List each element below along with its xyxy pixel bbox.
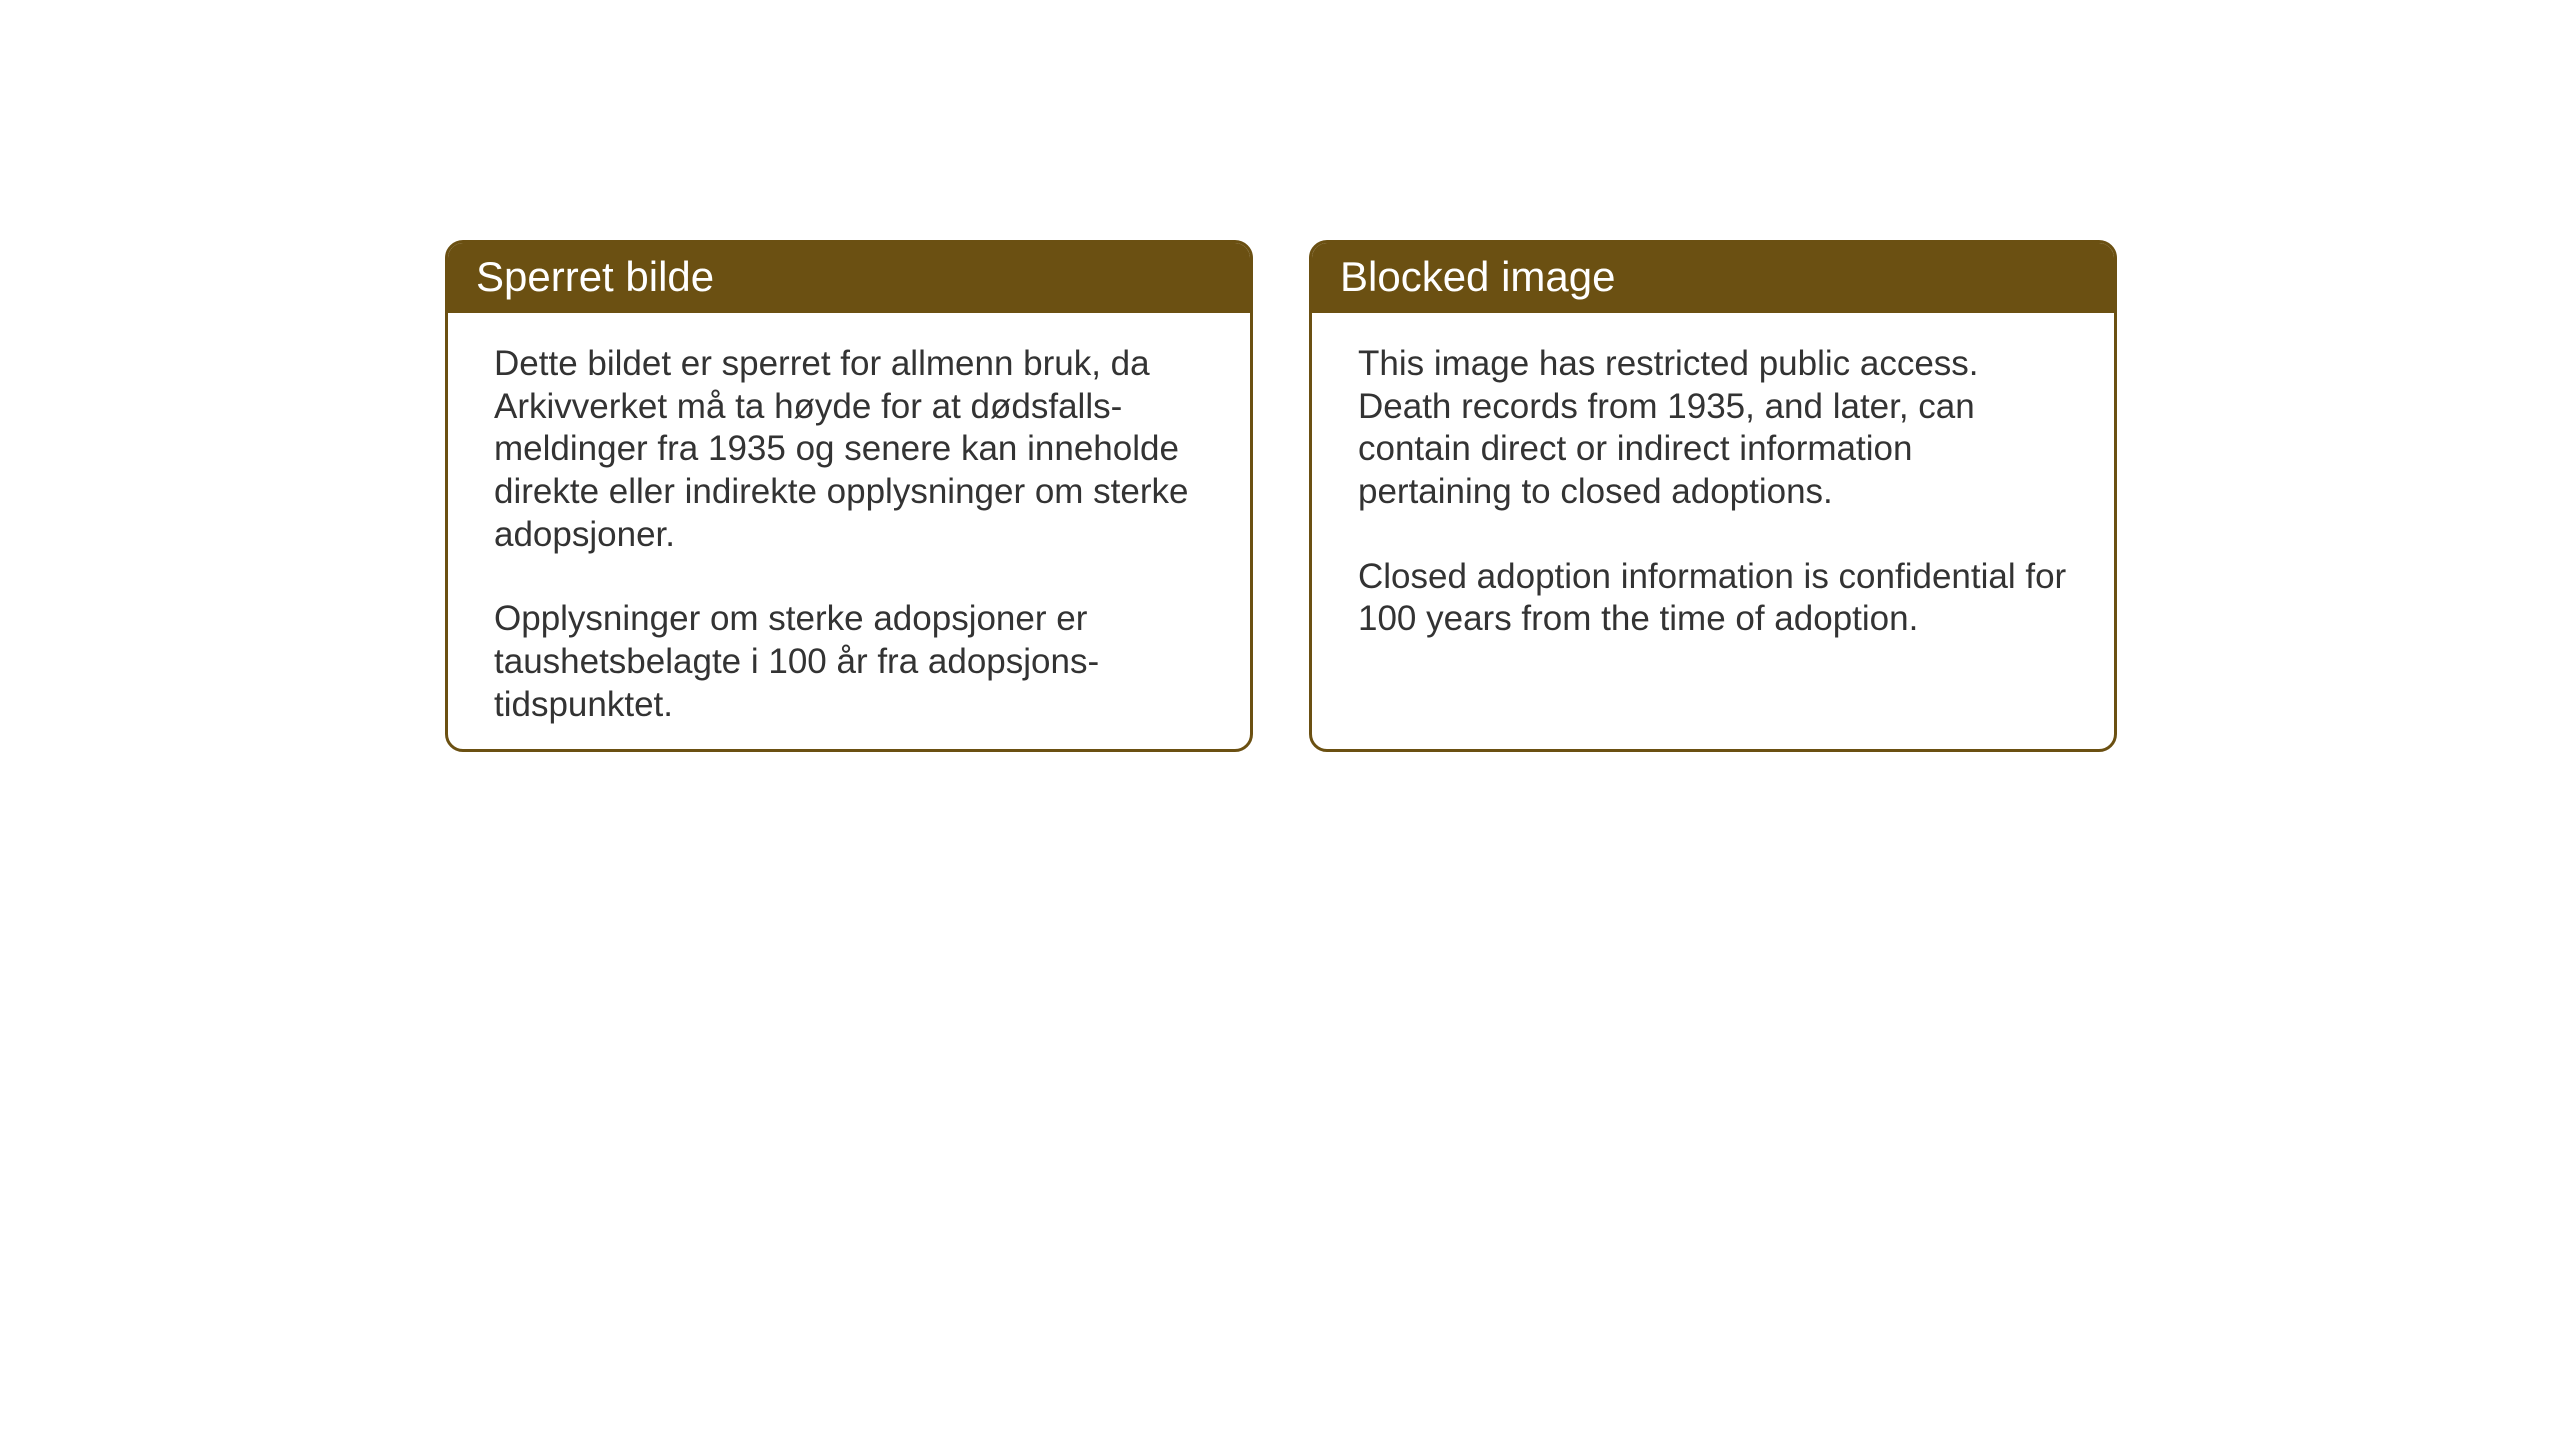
notice-card-english: Blocked image This image has restricted … <box>1309 240 2117 752</box>
card-body-norwegian: Dette bildet er sperret for allmenn bruk… <box>448 313 1250 752</box>
card-paragraph: Closed adoption information is confident… <box>1358 556 2068 641</box>
card-title-english: Blocked image <box>1312 243 2114 313</box>
card-paragraph: Dette bildet er sperret for allmenn bruk… <box>494 343 1204 556</box>
notice-container: Sperret bilde Dette bildet er sperret fo… <box>445 240 2117 752</box>
notice-card-norwegian: Sperret bilde Dette bildet er sperret fo… <box>445 240 1253 752</box>
card-paragraph: This image has restricted public access.… <box>1358 343 2068 514</box>
card-title-norwegian: Sperret bilde <box>448 243 1250 313</box>
card-body-english: This image has restricted public access.… <box>1312 313 2114 683</box>
card-paragraph: Opplysninger om sterke adopsjoner er tau… <box>494 598 1204 726</box>
